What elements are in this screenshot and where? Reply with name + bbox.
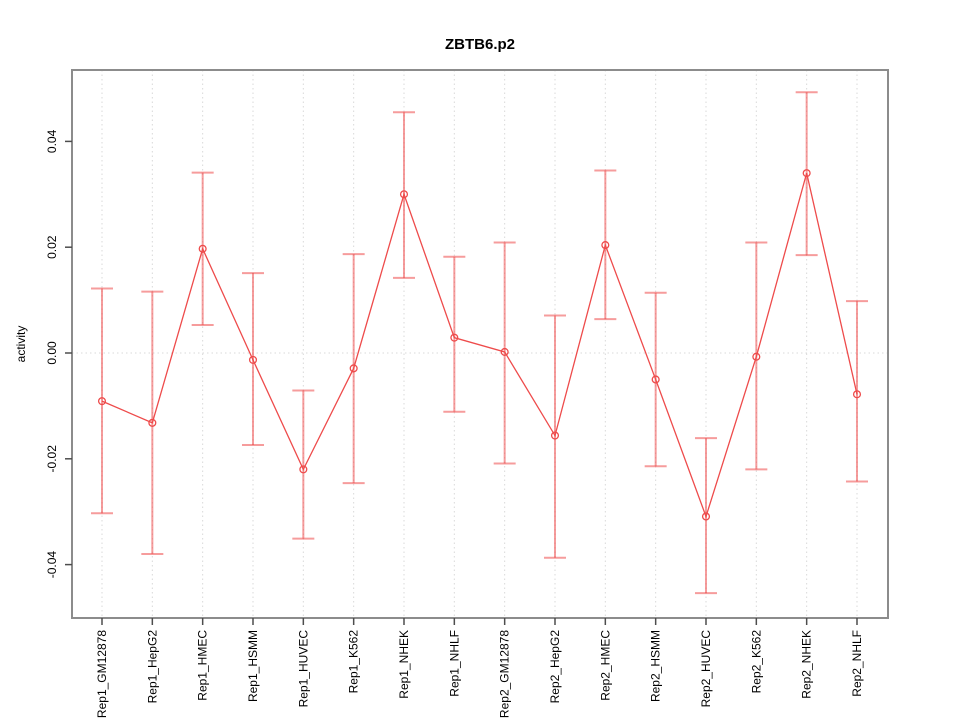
chart-plot-area: -0.04 -0.02 0.00 0.02 0.04 Rep1_GM12878 Rep1_H… xyxy=(45,69,889,718)
data-point xyxy=(299,465,308,474)
data-point xyxy=(349,364,358,373)
y-tick-label: -0.04 xyxy=(45,551,59,579)
x-tick-label: Rep2_NHLF xyxy=(850,630,864,697)
data-point xyxy=(752,352,761,361)
x-tick-label: Rep1_NHLF xyxy=(447,630,461,697)
y-tick-label: 0.04 xyxy=(45,129,59,153)
data-point xyxy=(450,333,459,342)
data-point xyxy=(550,431,560,440)
x-tick-label: Rep2_HMEC xyxy=(598,630,612,701)
x-tick-label: Rep1_NHEK xyxy=(397,630,411,699)
x-tick-label: Rep1_HMEC xyxy=(196,630,210,701)
y-tick-label: -0.02 xyxy=(45,445,59,473)
data-point xyxy=(802,169,811,178)
data-point xyxy=(601,241,610,250)
y-tick-label: 0.00 xyxy=(45,341,59,365)
data-point xyxy=(97,397,107,406)
data-line xyxy=(101,172,858,519)
y-tick-label: 0.02 xyxy=(45,235,59,259)
data-point xyxy=(701,512,711,521)
x-tick-label: Rep1_K562 xyxy=(347,630,361,694)
data-point xyxy=(651,375,660,384)
data-point xyxy=(500,347,509,356)
data-point xyxy=(248,355,258,364)
x-tick-label: Rep1_HepG2 xyxy=(145,630,159,704)
x-tick-label: Rep2_K562 xyxy=(749,630,763,694)
x-tick-label: Rep2_NHEK xyxy=(800,630,814,699)
error-bar xyxy=(91,287,113,515)
x-tick-label: Rep1_HUVEC xyxy=(296,630,310,708)
error-bar xyxy=(292,389,315,540)
data-point xyxy=(852,390,862,399)
y-axis-title: activity xyxy=(14,326,28,363)
plot-border xyxy=(71,69,889,619)
x-tick-label: Rep2_HepG2 xyxy=(548,630,562,704)
x-tick-label: Rep2_HUVEC xyxy=(699,630,713,708)
data-point xyxy=(399,190,409,199)
x-tick-label: Rep1_GM12878 xyxy=(95,630,109,718)
chart-title: ZBTB6.p2 xyxy=(445,36,515,53)
data-point xyxy=(198,244,207,253)
x-tick-label: Rep2_GM12878 xyxy=(498,630,512,718)
data-point xyxy=(148,418,157,427)
x-tick-label: Rep1_HSMM xyxy=(246,630,260,702)
x-tick-label: Rep2_HSMM xyxy=(649,630,663,702)
